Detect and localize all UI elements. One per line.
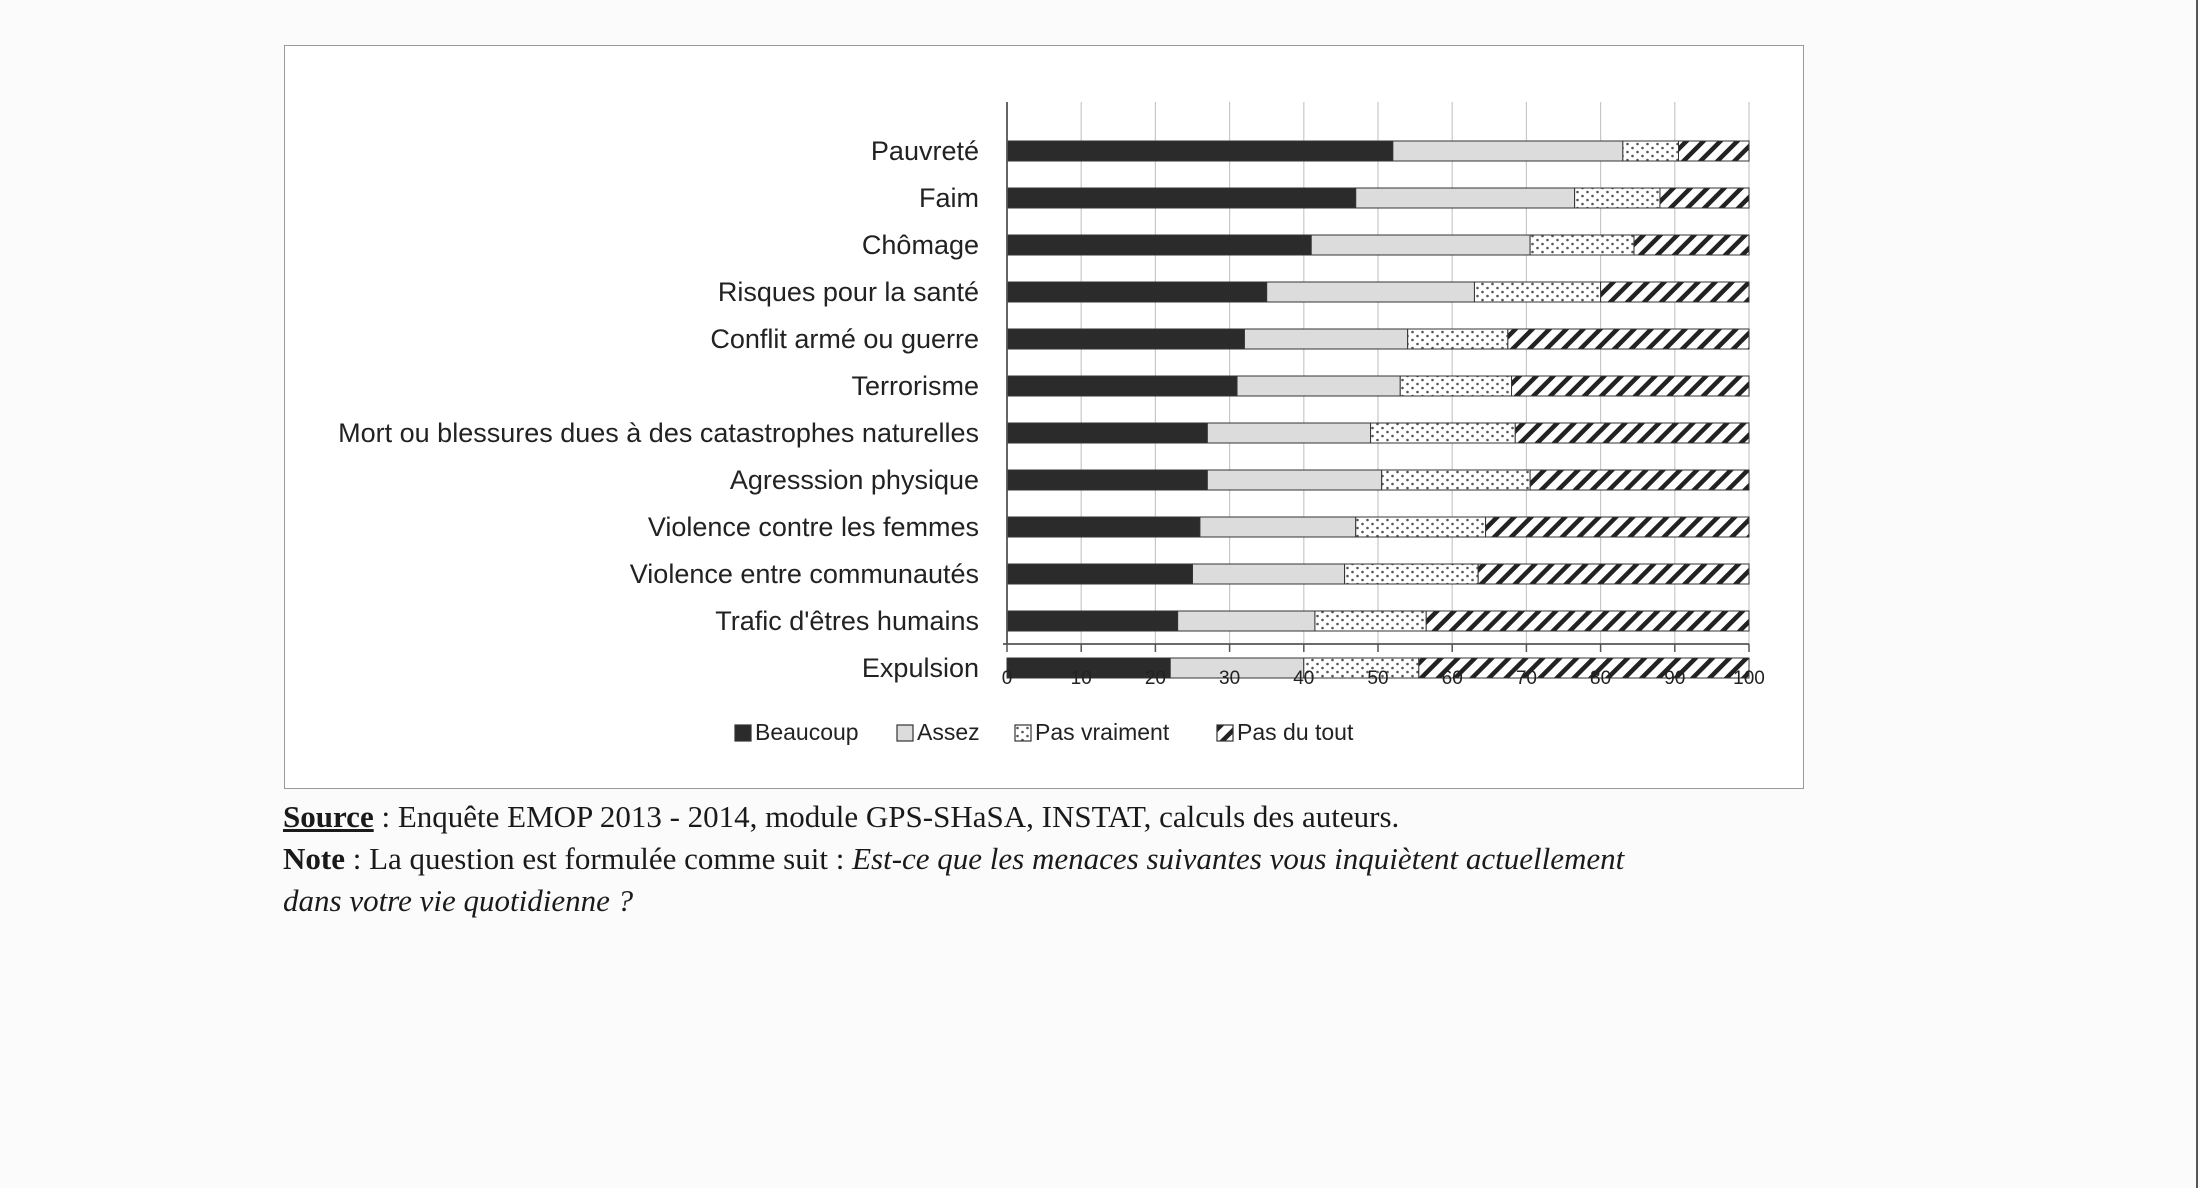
- category-label: Faim: [919, 183, 979, 213]
- bar-segment-pas-du-tout: [1477, 563, 1750, 585]
- x-tick-label: 100: [1733, 668, 1765, 689]
- x-tick-label: 0: [1002, 668, 1013, 689]
- bar-segment-beaucoup: [1006, 234, 1312, 256]
- bar-segment-assez: [1206, 469, 1383, 491]
- source-text: : Enquête EMOP 2013 - 2014, module GPS-S…: [373, 799, 1400, 834]
- note-question-line1: Est-ce que les menaces suivantes vous in…: [852, 841, 1625, 876]
- legend-label: Pas du tout: [1237, 719, 1354, 745]
- bar-segment-beaucoup: [1006, 610, 1179, 632]
- x-tick-label: 70: [1516, 668, 1537, 689]
- bar-segment-pas-vraiment: [1381, 469, 1531, 491]
- category-labels: Pauvreté Faim Chômage Risques pour la santé…: [338, 136, 979, 683]
- bar-segment-pas-du-tout: [1678, 140, 1750, 162]
- bar-segment-assez: [1236, 375, 1401, 397]
- legend-swatch: [896, 724, 914, 742]
- source-line: Source : Enquête EMOP 2013 - 2014, modul…: [283, 796, 1883, 838]
- bar-segment-beaucoup: [1006, 516, 1201, 538]
- bar-segment-assez: [1199, 516, 1357, 538]
- legend-label: Beaucoup: [755, 719, 859, 745]
- bar-segment-assez: [1310, 234, 1531, 256]
- x-tick-label: 10: [1071, 668, 1092, 689]
- bar-segment-beaucoup: [1006, 375, 1238, 397]
- category-label: Agresssion physique: [730, 465, 979, 495]
- bar-segment-assez: [1243, 328, 1409, 350]
- bar-segment-pas-du-tout: [1514, 422, 1750, 444]
- category-label: Conflit armé ou guerre: [710, 324, 979, 354]
- bar-segment-pas-du-tout: [1529, 469, 1750, 491]
- category-label: Violence contre les femmes: [648, 512, 979, 542]
- bar-segment-pas-vraiment: [1314, 610, 1427, 632]
- legend-label: Pas vraiment: [1035, 719, 1170, 745]
- bars: [1006, 140, 1750, 679]
- chart-frame: Pauvreté Faim Chômage Risques pour la santé…: [284, 45, 1804, 789]
- note-question-line2: dans votre vie quotidienne ?: [283, 883, 634, 918]
- x-tick-label: 90: [1664, 668, 1685, 689]
- category-label: Violence entre communautés: [630, 559, 979, 589]
- legend: Beaucoup Assez Pas vraiment Pas du tout: [734, 719, 1354, 745]
- note-line: Note : La question est formulée comme su…: [283, 838, 1883, 880]
- bar-segment-pas-vraiment: [1370, 422, 1516, 444]
- bar-segment-assez: [1392, 140, 1624, 162]
- bar-segment-pas-du-tout: [1600, 281, 1750, 303]
- category-label: Mort ou blessures dues à des catastrophe…: [338, 418, 979, 448]
- category-label: Terrorisme: [851, 371, 979, 401]
- bar-segment-pas-vraiment: [1529, 234, 1635, 256]
- bar-segment-pas-du-tout: [1511, 375, 1750, 397]
- bar-segment-beaucoup: [1006, 187, 1357, 209]
- bar-segment-pas-du-tout: [1507, 328, 1750, 350]
- category-label: Trafic d'êtres humains: [715, 606, 979, 636]
- bar-segment-pas-vraiment: [1399, 375, 1513, 397]
- bar-segment-pas-vraiment: [1344, 563, 1479, 585]
- note-text: : La question est formulée comme suit :: [344, 841, 853, 876]
- category-label: Chômage: [862, 230, 979, 260]
- x-tick-label: 60: [1442, 668, 1463, 689]
- bar-segment-assez: [1206, 422, 1372, 444]
- x-tick-label: 40: [1293, 668, 1314, 689]
- legend-swatch: [734, 724, 752, 742]
- category-label: Expulsion: [862, 653, 979, 683]
- legend-label: Assez: [917, 719, 980, 745]
- bar-segment-beaucoup: [1006, 469, 1208, 491]
- bar-segment-pas-du-tout: [1485, 516, 1750, 538]
- bar-segment-beaucoup: [1006, 140, 1394, 162]
- category-label: Risques pour la santé: [718, 277, 979, 307]
- x-tick-label: 80: [1590, 668, 1611, 689]
- bar-segment-pas-vraiment: [1303, 657, 1420, 679]
- chart-svg: Pauvreté Faim Chômage Risques pour la santé…: [338, 102, 1765, 745]
- category-label: Pauvreté: [871, 136, 979, 166]
- bar-segment-beaucoup: [1006, 328, 1245, 350]
- x-tick-label: 50: [1367, 668, 1388, 689]
- bar-segment-assez: [1192, 563, 1346, 585]
- bar-segment-pas-du-tout: [1418, 657, 1750, 679]
- bar-segment-assez: [1177, 610, 1316, 632]
- gridlines: [1006, 102, 1750, 644]
- note-label: Note: [283, 841, 345, 876]
- bar-segment-beaucoup: [1006, 422, 1208, 444]
- legend-swatch: [1216, 724, 1234, 742]
- legend-swatch: [1014, 724, 1032, 742]
- bar-segment-pas-vraiment: [1622, 140, 1680, 162]
- page-edge-right: [2196, 0, 2198, 1188]
- bar-segment-pas-vraiment: [1574, 187, 1661, 209]
- bar-segment-pas-vraiment: [1473, 281, 1602, 303]
- x-axis: 0 10 20 30 40 50 60 70 80 90 100: [1002, 102, 1765, 689]
- bar-segment-assez: [1355, 187, 1576, 209]
- bar-segment-pas-du-tout: [1659, 187, 1750, 209]
- bar-segment-assez: [1266, 281, 1475, 303]
- x-tick-label: 20: [1145, 668, 1166, 689]
- bar-segment-pas-vraiment: [1355, 516, 1487, 538]
- x-tick-label: 30: [1219, 668, 1240, 689]
- bar-segment-pas-du-tout: [1425, 610, 1750, 632]
- bar-segment-pas-vraiment: [1407, 328, 1509, 350]
- notes-block: Source : Enquête EMOP 2013 - 2014, modul…: [283, 796, 1883, 922]
- source-label: Source: [283, 799, 374, 834]
- bar-segment-beaucoup: [1006, 281, 1268, 303]
- bar-segment-pas-du-tout: [1633, 234, 1750, 256]
- bar-segment-beaucoup: [1006, 563, 1193, 585]
